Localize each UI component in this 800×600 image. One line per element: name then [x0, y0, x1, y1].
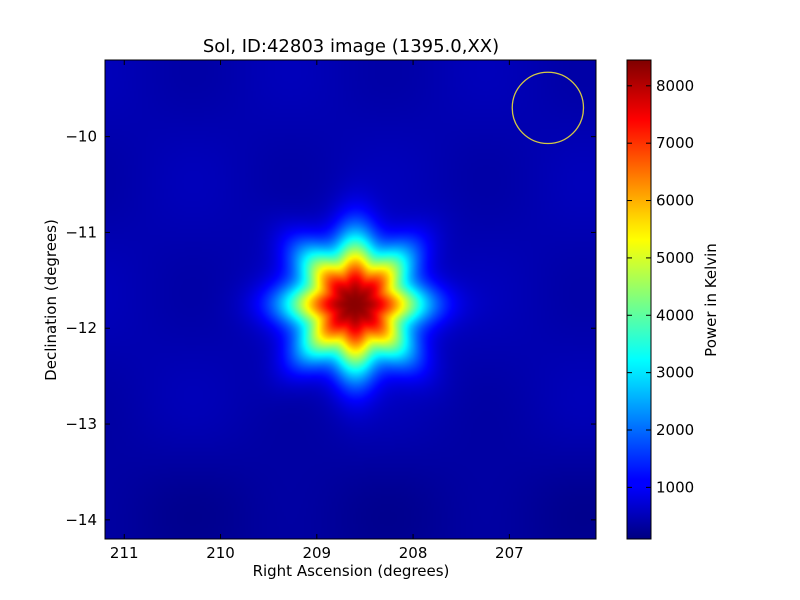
plot-frame	[104, 59, 597, 540]
y-tick-label: −14	[65, 511, 97, 529]
x-tick-label: 207	[495, 544, 524, 562]
x-tick-label: 211	[110, 544, 139, 562]
y-tick-label: −13	[65, 415, 97, 433]
y-axis-label: Declination (degrees)	[42, 219, 60, 381]
chart-title: Sol, ID:42803 image (1395.0,XX)	[203, 36, 499, 57]
colorbar-gradient	[626, 59, 652, 540]
colorbar-tick-label: 1000	[656, 478, 694, 496]
beam-circle-annotation	[511, 71, 585, 145]
colorbar-tick-label: 6000	[656, 192, 694, 210]
y-tick-label: −12	[65, 319, 97, 337]
power-heatmap	[105, 60, 596, 539]
y-tick-label: −11	[65, 223, 97, 241]
x-tick-label: 209	[302, 544, 331, 562]
colorbar-label: Power in Kelvin	[702, 243, 720, 357]
colorbar-tick-label: 3000	[656, 364, 694, 382]
colorbar-ticks: 1000 2000 3000 4000 5000 6000 7000 8000	[627, 77, 694, 496]
colorbar-tick-label: 2000	[656, 421, 694, 439]
colorbar-tick-label: 5000	[656, 249, 694, 267]
x-axis: 211 210 209 208 207	[110, 60, 524, 562]
y-tick-label: −10	[65, 128, 97, 146]
plot-area	[104, 59, 597, 540]
x-tick-label: 208	[399, 544, 428, 562]
colorbar-tick-label: 7000	[656, 134, 694, 152]
colorbar: 1000 2000 3000 4000 5000 6000 7000 8000 Power i…	[626, 59, 720, 540]
colorbar-tick-label: 4000	[656, 306, 694, 324]
colorbar-tick-label: 8000	[656, 77, 694, 95]
x-tick-label: 210	[206, 544, 235, 562]
y-axis: −10 −11 −12 −13 −14	[65, 128, 596, 529]
x-axis-label: Right Ascension (degrees)	[253, 562, 450, 580]
